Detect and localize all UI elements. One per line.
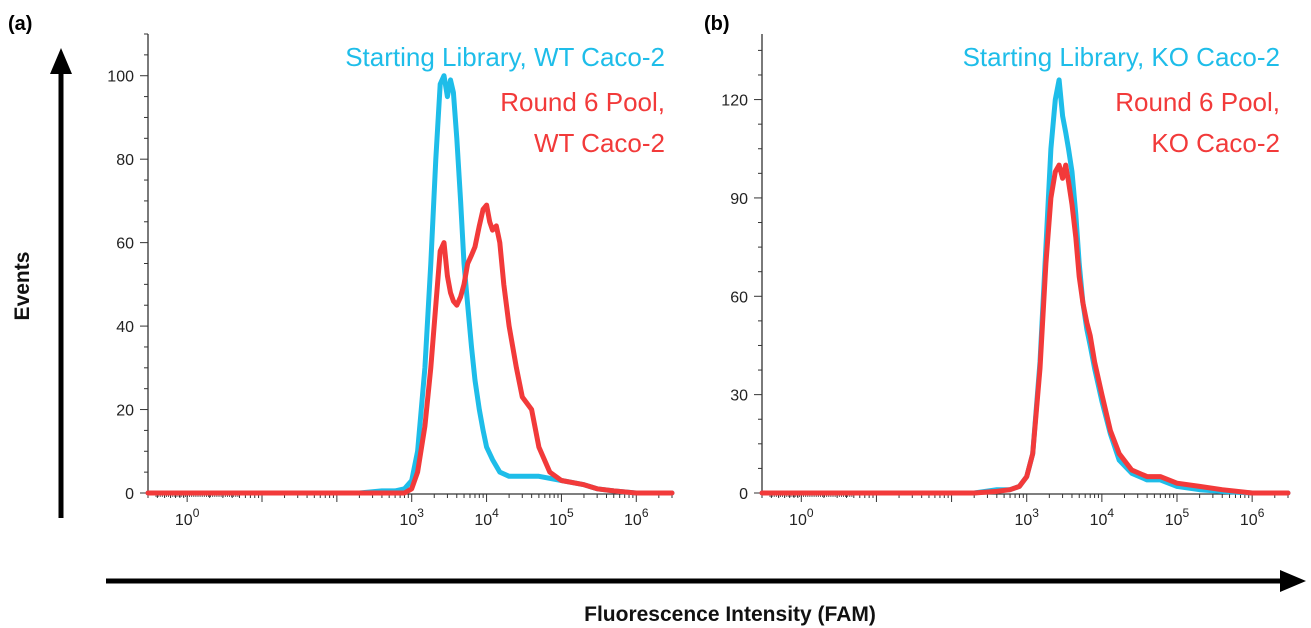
legend-entry: Round 6 Pool,	[1115, 87, 1280, 117]
legend: Starting Library, WT Caco-2 Round 6 Pool,…	[345, 42, 665, 158]
y-axis-label: Events	[11, 252, 34, 321]
legend-entry: Starting Library, WT Caco-2	[345, 42, 665, 72]
legend-entry: WT Caco-2	[534, 128, 665, 158]
panel-a: (a) 0 20 40 60 80 100 100 103 104 105 106 Starting…	[8, 13, 675, 529]
x-axis-arrow	[106, 570, 1306, 592]
y-arrow-head	[50, 48, 72, 74]
y-tick-label: 120	[721, 93, 748, 110]
legend: Starting Library, KO Caco-2 Round 6 Pool,…	[963, 42, 1280, 158]
panel-b: (b) 0 30 60 90 120 100 103 104 105 106 Starting L…	[704, 13, 1291, 529]
y-tick-label: 30	[730, 388, 748, 405]
legend-entry: Round 6 Pool,	[500, 87, 665, 117]
x-tick-label: 105	[549, 506, 574, 529]
x-tick-label: 105	[1165, 506, 1190, 529]
y-tick-label: 60	[730, 289, 748, 306]
x-tick-label: 103	[1014, 506, 1039, 529]
y-tick-label: 100	[107, 69, 134, 86]
y-tick-label: 20	[116, 403, 134, 420]
x-tick-label: 104	[474, 506, 499, 529]
legend-entry: Starting Library, KO Caco-2	[963, 42, 1280, 72]
series-line-round-6-pool	[759, 162, 1291, 496]
y-tick-label: 0	[739, 486, 748, 503]
x-tick-label: 106	[1240, 506, 1265, 529]
x-axis-label: Fluorescence Intensity (FAM)	[584, 603, 876, 626]
y-tick-label: 60	[116, 236, 134, 253]
x-tick-label: 103	[399, 506, 424, 529]
series-line-starting-library	[145, 73, 675, 496]
y-axis-arrow	[50, 48, 72, 518]
x-tick-label: 104	[1090, 506, 1115, 529]
legend-entry: KO Caco-2	[1151, 128, 1280, 158]
panel-label: (a)	[8, 13, 32, 35]
x-tick-label: 100	[175, 506, 200, 529]
series-layer	[759, 77, 1291, 496]
y-tick-label: 40	[116, 319, 134, 336]
y-tick-label: 90	[730, 191, 748, 208]
panel-label: (b)	[704, 13, 730, 35]
series-line-round-6-pool	[145, 202, 675, 496]
series-layer	[145, 73, 675, 496]
y-tick-label: 0	[125, 486, 134, 503]
x-tick-label: 106	[624, 506, 649, 529]
y-tick-label: 80	[116, 152, 134, 169]
axes: 0 20 40 60 80 100 100 103 104 105 106	[107, 33, 673, 529]
x-arrow-head	[1280, 570, 1306, 592]
x-tick-label: 100	[789, 506, 814, 529]
